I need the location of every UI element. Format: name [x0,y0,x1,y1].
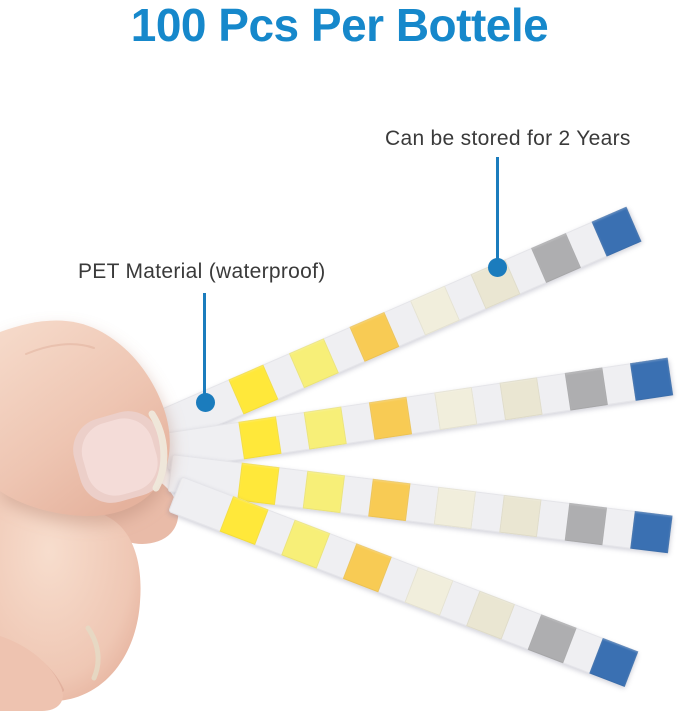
reagent-pad-cream [499,494,542,538]
reagent-pad-ivory [404,566,454,617]
page-title: 100 Pcs Per Bottele [130,0,549,51]
reagent-pad-cream [466,590,516,640]
reagent-pad-gray [531,232,582,283]
reagent-pad-amber [368,396,413,440]
reagent-pad-pale-yellow [288,338,339,389]
reagent-pad-bright-yellow [237,462,280,506]
reagent-pad-blue [591,206,642,257]
reagent-pad-pale-yellow [302,470,346,514]
reagent-pad-amber [368,478,411,522]
annotation-material-text: PET Material (waterproof) [78,260,326,283]
leader-line-material [203,293,206,395]
leader-dot-icon-storage [488,258,507,277]
reagent-pad-blue [589,637,639,687]
reagent-pad-cream [499,377,543,421]
reagent-pad-amber [349,311,400,362]
reagent-pad-gray [564,367,608,411]
reagent-pad-pale-yellow [303,406,347,450]
leader-dot-icon-material [196,393,215,412]
annotation-storage-text: Can be stored for 2 Years [385,127,631,150]
reagent-pad-bright-yellow [228,364,279,415]
reagent-pad-amber [342,543,392,593]
reagent-pad-blue [630,510,673,554]
reagent-pad-ivory [434,386,478,431]
reagent-pad-pale-yellow [281,519,331,569]
reagent-pad-gray [564,502,608,546]
reagent-pad-ivory [433,486,477,530]
reagent-pad-gray [527,614,577,664]
leader-line-storage [496,157,499,260]
reagent-pad-bright-yellow [238,416,282,460]
reagent-pad-ivory [409,285,460,336]
reagent-pad-blue [629,357,674,401]
